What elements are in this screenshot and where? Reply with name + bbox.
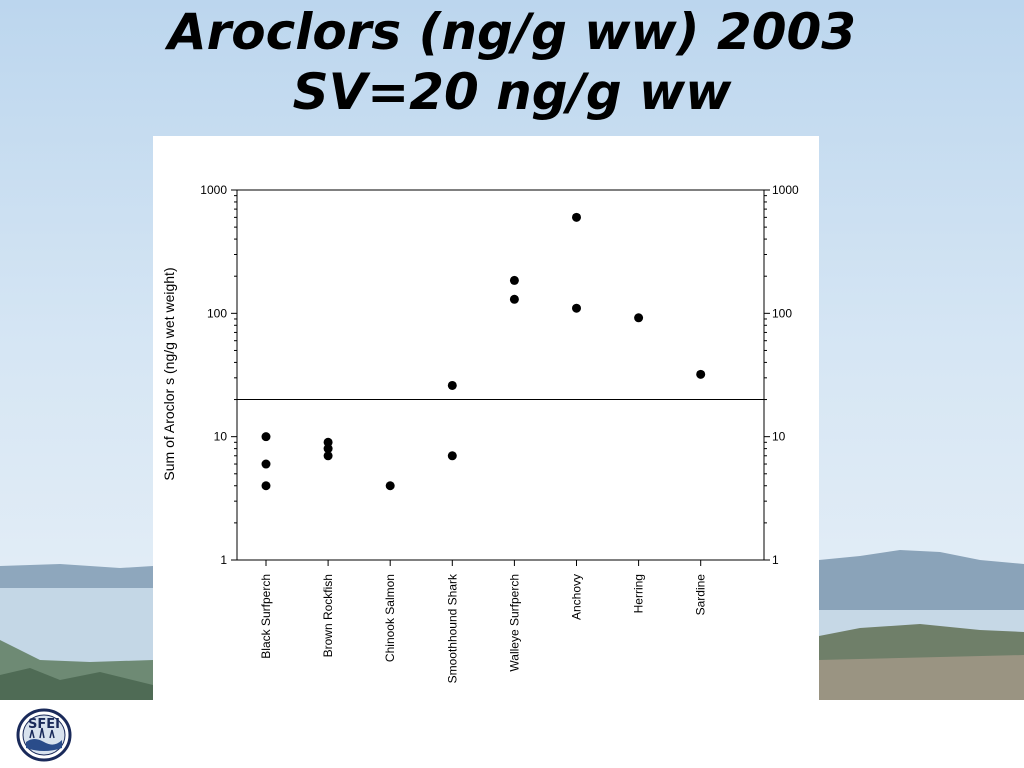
x-tick-label: Anchovy [570, 574, 584, 620]
data-point [261, 459, 271, 469]
title-line-2: SV=20 ng/g ww [292, 63, 732, 121]
footer-band [0, 700, 1024, 768]
scatter-chart: 1 10 100 1000 1 10 100 1000 Black Surfperch Bro… [161, 183, 799, 683]
data-point [323, 437, 333, 447]
data-point [261, 481, 271, 491]
data-point [696, 369, 706, 379]
left-tick-label: 1000 [200, 183, 227, 197]
x-tick-label: Brown Rockfish [321, 574, 335, 657]
data-point [572, 303, 581, 313]
data-point [447, 380, 457, 390]
data-point [509, 275, 519, 285]
data-point [447, 451, 457, 461]
logo-text: SFEI [28, 717, 60, 732]
data-point [385, 481, 395, 491]
data-points [261, 212, 706, 491]
data-point [261, 432, 271, 442]
data-point [509, 294, 519, 304]
data-point [634, 313, 644, 323]
right-tick-label: 10 [772, 430, 786, 444]
right-tick-label: 1 [772, 553, 779, 567]
left-axis: 1 10 100 1000 [200, 183, 237, 567]
right-tick-label: 1000 [772, 183, 799, 197]
y-axis-label: Sum of Aroclor s (ng/g wet weight) [161, 267, 177, 480]
left-tick-label: 10 [214, 430, 228, 444]
x-tick-label: Sardine [694, 574, 708, 616]
x-tick-label: Chinook Salmon [383, 574, 397, 662]
x-tick-label: Herring [632, 574, 646, 613]
plot-frame [236, 189, 765, 561]
sfei-logo: SFEI [16, 708, 72, 762]
title-line-1: Aroclors (ng/g ww) 2003 [167, 3, 857, 61]
x-tick-label: Smoothhound Shark [445, 573, 459, 683]
axes-frame [236, 189, 765, 561]
x-tick-label: Black Surfperch [259, 574, 273, 659]
x-tick-label: Walleye Surfperch [507, 574, 521, 672]
x-axis-categories: Black Surfperch Brown Rockfish Chinook Sal… [259, 560, 708, 683]
slide-title: Aroclors (ng/g ww) 2003 SV=20 ng/g ww [0, 2, 1024, 122]
left-tick-label: 100 [207, 306, 227, 320]
chart-panel: 1 10 100 1000 1 10 100 1000 Black Surfperch Bro… [153, 136, 819, 700]
data-point [572, 212, 581, 222]
data-point [323, 451, 333, 461]
right-axis: 1 10 100 1000 [764, 183, 799, 567]
right-tick-label: 100 [772, 306, 792, 320]
left-tick-label: 1 [220, 553, 227, 567]
data-point [323, 444, 333, 454]
